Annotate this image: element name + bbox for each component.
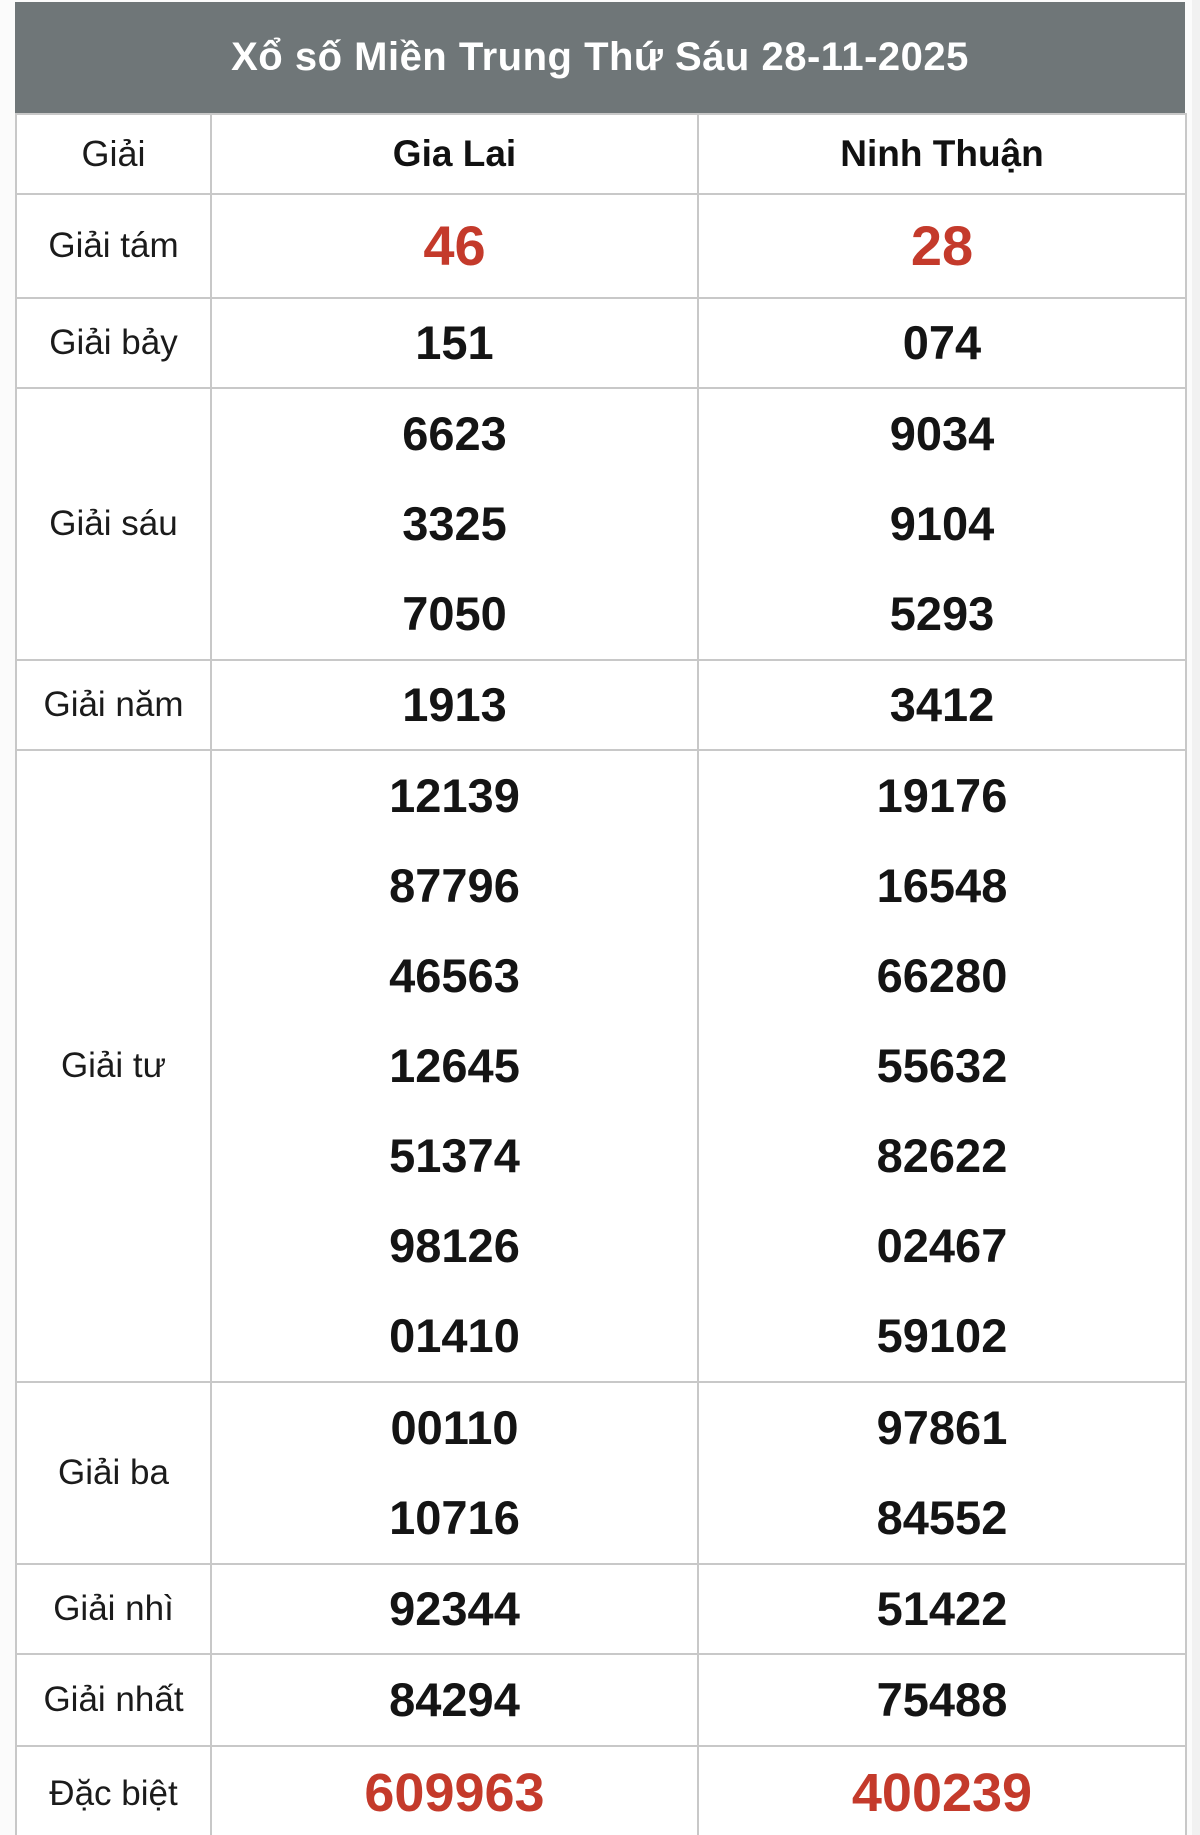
prize-number: 92344 — [389, 1582, 520, 1635]
column-header-gia-lai: Gia Lai — [210, 113, 699, 195]
prize-number: 02467 — [876, 1219, 1008, 1272]
prize-row: Đặc biệt 609963 400239 — [15, 1745, 1187, 1835]
results-table: Giải Gia Lai Ninh Thuận Giải tám 46 28 Giải… — [15, 113, 1187, 1835]
prize-number: 609963 — [364, 1763, 545, 1823]
prize-row: Giải nhất 84294 75488 — [15, 1653, 1187, 1747]
prize-values-gia-lai: 46 — [210, 193, 699, 299]
prize-number: 55632 — [876, 1039, 1008, 1092]
prize-values-gia-lai: 00110 10716 — [210, 1381, 699, 1565]
prize-label: Giải tám — [15, 193, 212, 299]
prize-values-gia-lai: 6623 3325 7050 — [210, 387, 699, 661]
prize-number: 97861 — [876, 1401, 1008, 1454]
prize-number: 19176 — [876, 769, 1008, 822]
prize-number: 00110 — [390, 1401, 519, 1454]
prize-row: Giải ba 00110 10716 97861 84552 — [15, 1381, 1187, 1565]
prize-values-ninh-thuan: 3412 — [697, 659, 1187, 751]
prize-number: 66280 — [876, 949, 1008, 1002]
lottery-results-widget: Xổ số Miền Trung Thứ Sáu 28-11-2025 Giải… — [15, 2, 1187, 1835]
prize-number: 400239 — [851, 1763, 1033, 1823]
prize-values-ninh-thuan: 19176 16548 66280 55632 82622 02467 59102 — [697, 749, 1187, 1383]
prize-number: 28 — [910, 214, 974, 277]
prize-row: Giải tư 12139 87796 46563 12645 51374 98126 014… — [15, 749, 1187, 1383]
prize-values-ninh-thuan: 28 — [697, 193, 1187, 299]
prize-label: Giải ba — [15, 1381, 212, 1565]
prize-values-gia-lai: 92344 — [210, 1563, 699, 1655]
prize-number: 87796 — [389, 859, 520, 912]
page-title: Xổ số Miền Trung Thứ Sáu 28-11-2025 — [15, 2, 1185, 113]
prize-label: Giải nhất — [15, 1653, 212, 1747]
prize-number: 84294 — [389, 1673, 520, 1726]
prize-label: Giải sáu — [15, 387, 212, 661]
prize-values-gia-lai: 151 — [210, 297, 699, 389]
prize-number: 6623 — [402, 407, 507, 460]
prize-number: 01410 — [389, 1309, 520, 1362]
prize-number: 3325 — [402, 497, 507, 550]
page-right-edge — [1192, 0, 1200, 1835]
prize-values-ninh-thuan: 97861 84552 — [697, 1381, 1187, 1565]
prize-number: 1913 — [402, 678, 507, 731]
prize-label: Giải tư — [15, 749, 212, 1383]
column-header-prize: Giải — [15, 113, 212, 195]
prize-number: 5293 — [889, 587, 995, 640]
prize-number: 16548 — [876, 859, 1008, 912]
prize-values-ninh-thuan: 9034 9104 5293 — [697, 387, 1187, 661]
prize-number: 59102 — [876, 1309, 1008, 1362]
prize-number: 84552 — [876, 1491, 1008, 1544]
prize-row: Giải nhì 92344 51422 — [15, 1563, 1187, 1655]
prize-values-ninh-thuan: 51422 — [697, 1563, 1187, 1655]
prize-values-gia-lai: 12139 87796 46563 12645 51374 98126 01410 — [210, 749, 699, 1383]
prize-number: 82622 — [876, 1129, 1008, 1182]
prize-label: Giải bảy — [15, 297, 212, 389]
prize-number: 98126 — [389, 1219, 520, 1272]
prize-number: 12645 — [389, 1039, 520, 1092]
prize-number: 074 — [902, 316, 982, 369]
prize-number: 3412 — [889, 678, 995, 731]
prize-row: Giải sáu 6623 3325 7050 9034 9104 5293 — [15, 387, 1187, 661]
prize-number: 10716 — [389, 1491, 520, 1544]
prize-values-ninh-thuan: 074 — [697, 297, 1187, 389]
prize-number: 12139 — [389, 769, 520, 822]
prize-number: 7050 — [402, 587, 507, 640]
prize-values-ninh-thuan: 75488 — [697, 1653, 1187, 1747]
prize-number: 75488 — [876, 1673, 1008, 1726]
prize-values-gia-lai: 609963 — [210, 1745, 699, 1835]
prize-label: Giải năm — [15, 659, 212, 751]
prize-values-gia-lai: 84294 — [210, 1653, 699, 1747]
prize-row: Giải bảy 151 074 — [15, 297, 1187, 389]
prize-row: Giải tám 46 28 — [15, 193, 1187, 299]
table-header-row: Giải Gia Lai Ninh Thuận — [15, 113, 1187, 195]
prize-number: 46 — [423, 214, 486, 277]
prize-number: 9034 — [889, 407, 995, 460]
prize-row: Giải năm 1913 3412 — [15, 659, 1187, 751]
prize-number: 46563 — [389, 949, 520, 1002]
prize-number: 151 — [415, 316, 494, 369]
column-header-ninh-thuan: Ninh Thuận — [697, 113, 1187, 195]
prize-values-gia-lai: 1913 — [210, 659, 699, 751]
prize-label: Giải nhì — [15, 1563, 212, 1655]
prize-number: 9104 — [889, 497, 995, 550]
prize-number: 51422 — [876, 1582, 1008, 1635]
prize-label: Đặc biệt — [15, 1745, 212, 1835]
prize-number: 51374 — [389, 1129, 520, 1182]
prize-values-ninh-thuan: 400239 — [697, 1745, 1187, 1835]
